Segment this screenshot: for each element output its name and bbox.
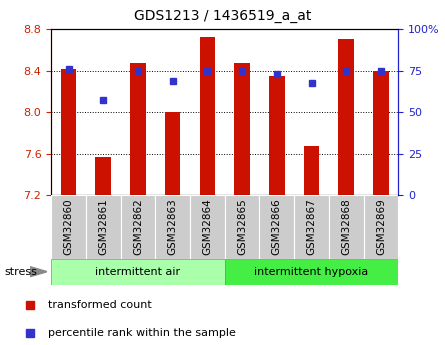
Text: GSM32862: GSM32862 xyxy=(133,198,143,255)
Bar xyxy=(86,195,121,259)
Bar xyxy=(51,195,86,259)
Text: intermittent hypoxia: intermittent hypoxia xyxy=(255,267,368,277)
Bar xyxy=(225,259,398,285)
Text: percentile rank within the sample: percentile rank within the sample xyxy=(48,328,236,338)
Text: intermittent air: intermittent air xyxy=(95,267,181,277)
Polygon shape xyxy=(30,267,47,277)
Text: stress: stress xyxy=(4,267,37,277)
Bar xyxy=(130,63,146,195)
Bar xyxy=(294,195,329,259)
Bar xyxy=(269,76,285,195)
Bar xyxy=(199,37,215,195)
Bar xyxy=(303,146,320,195)
Bar xyxy=(373,71,389,195)
Text: GSM32865: GSM32865 xyxy=(237,198,247,255)
Text: GSM32861: GSM32861 xyxy=(98,198,108,255)
Text: GSM32860: GSM32860 xyxy=(64,198,73,255)
Text: GSM32868: GSM32868 xyxy=(341,198,351,255)
Bar xyxy=(234,63,250,195)
Bar xyxy=(190,195,225,259)
Text: GSM32866: GSM32866 xyxy=(272,198,282,255)
Bar xyxy=(121,195,155,259)
Bar xyxy=(329,195,364,259)
Bar xyxy=(155,195,190,259)
Bar xyxy=(259,195,294,259)
Bar xyxy=(165,112,181,195)
Bar xyxy=(338,39,354,195)
Bar xyxy=(51,259,225,285)
Text: GSM32869: GSM32869 xyxy=(376,198,386,255)
Bar xyxy=(364,195,398,259)
Text: transformed count: transformed count xyxy=(48,300,152,310)
Bar xyxy=(225,195,259,259)
Text: GDS1213 / 1436519_a_at: GDS1213 / 1436519_a_at xyxy=(134,9,311,23)
Text: GSM32864: GSM32864 xyxy=(202,198,212,255)
Text: GSM32863: GSM32863 xyxy=(168,198,178,255)
Bar xyxy=(61,69,77,195)
Text: GSM32867: GSM32867 xyxy=(307,198,316,255)
Bar xyxy=(95,157,111,195)
